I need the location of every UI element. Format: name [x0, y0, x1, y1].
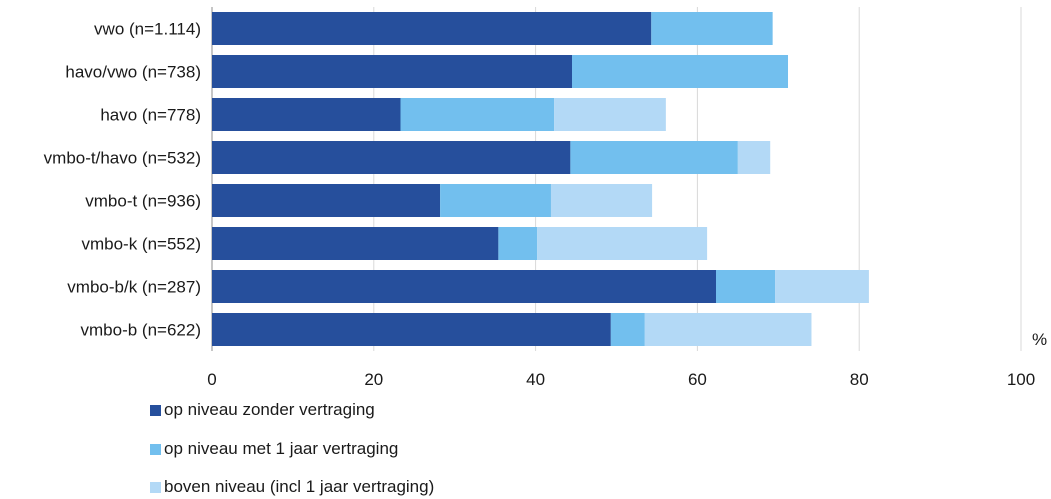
x-tick-label: 60 — [688, 370, 707, 389]
legend-item: op niveau met 1 jaar vertraging — [150, 439, 398, 459]
bar-segment — [554, 98, 666, 131]
category-label: vmbo-t/havo (n=532) — [44, 149, 201, 168]
bar-segment — [212, 12, 652, 45]
bar-segment — [212, 98, 401, 131]
legend-swatch-met-vertraging — [150, 444, 161, 455]
bar-segment — [212, 313, 611, 346]
bar-segment — [775, 270, 869, 303]
category-label: havo (n=778) — [100, 106, 201, 125]
x-tick-label: 40 — [526, 370, 545, 389]
category-label: vmbo-k (n=552) — [81, 235, 201, 254]
bar-segment — [550, 184, 653, 217]
bar-segment — [212, 184, 441, 217]
category-labels: vwo (n=1.114) havo/vwo (n=738) havo (n=778… — [44, 20, 201, 340]
x-tick-label: 100 — [1007, 370, 1035, 389]
legend-label: op niveau zonder vertraging — [164, 400, 375, 419]
bar-segment — [570, 141, 738, 174]
legend-item: boven niveau (incl 1 jaar vertraging) — [150, 477, 434, 497]
x-tick-label: 20 — [364, 370, 383, 389]
category-label: havo/vwo (n=738) — [65, 63, 201, 82]
legend-item: op niveau zonder vertraging — [150, 400, 375, 420]
x-tick-label: 80 — [850, 370, 869, 389]
bar-segment — [716, 270, 776, 303]
bar-segment — [498, 227, 538, 260]
bar-segment — [212, 270, 717, 303]
x-tick-label: 0 — [207, 370, 216, 389]
bar-segment — [212, 55, 573, 88]
category-label: vmbo-b/k (n=287) — [67, 278, 201, 297]
bar-segment — [212, 227, 499, 260]
bar-segment — [400, 98, 555, 131]
bar-segment — [212, 141, 571, 174]
legend-swatch-zonder-vertraging — [150, 405, 161, 416]
bar-segment — [644, 313, 812, 346]
bars — [212, 12, 869, 346]
x-tick-labels: 0 20 40 60 80 100 — [207, 370, 1035, 389]
legend-swatch-boven-niveau — [150, 482, 161, 493]
legend-label: op niveau met 1 jaar vertraging — [164, 439, 399, 458]
x-axis-unit-label: % — [1032, 330, 1048, 349]
category-label: vmbo-b (n=622) — [81, 321, 201, 340]
bar-segment — [651, 12, 773, 45]
legend-label: boven niveau (incl 1 jaar vertraging) — [164, 477, 435, 496]
bar-segment — [440, 184, 551, 217]
category-label: vwo (n=1.114) — [94, 20, 201, 39]
bar-segment — [537, 227, 708, 260]
category-label: vmbo-t (n=936) — [85, 192, 201, 211]
bar-segment — [610, 313, 645, 346]
bar-segment — [572, 55, 789, 88]
bar-segment — [737, 141, 771, 174]
